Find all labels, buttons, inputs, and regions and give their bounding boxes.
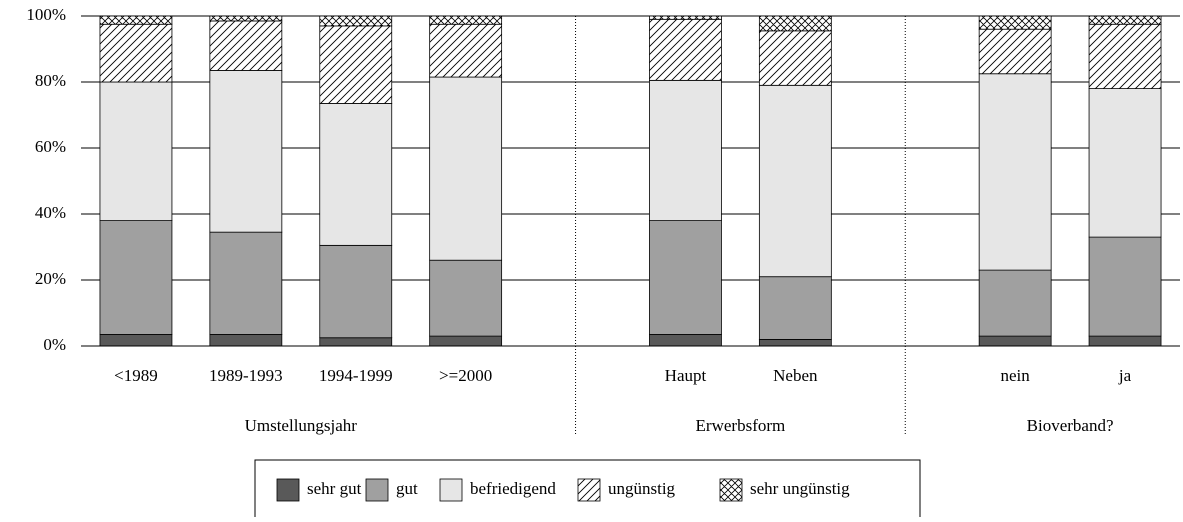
legend-label: ungünstig xyxy=(608,479,676,498)
x-tick-label: 1994-1999 xyxy=(319,366,393,385)
bar-segment xyxy=(1088,88,1162,238)
bar-segment xyxy=(978,15,1052,30)
group-label: Umstellungsjahr xyxy=(245,416,358,435)
bar-segment xyxy=(319,15,393,27)
y-tick-label: 40% xyxy=(35,203,66,222)
bar-segment xyxy=(1088,23,1162,89)
bar-segment xyxy=(99,15,173,25)
legend-swatch xyxy=(276,478,300,502)
bar-segment xyxy=(978,28,1052,75)
legend-swatch xyxy=(719,478,743,502)
bar-segment xyxy=(758,15,832,32)
bar-segment xyxy=(209,334,283,347)
bar-segment xyxy=(99,23,173,83)
bar-segment xyxy=(758,276,832,340)
x-tick-label: <1989 xyxy=(114,366,158,385)
bar-segment xyxy=(649,220,722,335)
bar-segment xyxy=(319,337,393,347)
bar-segment xyxy=(978,269,1052,337)
bar-segment xyxy=(319,244,393,339)
legend-swatch xyxy=(577,478,601,502)
bar-segment xyxy=(319,25,393,104)
group-label: Erwerbsform xyxy=(696,416,786,435)
bar-segment xyxy=(209,15,283,22)
bar-segment xyxy=(319,103,393,246)
y-tick-label: 80% xyxy=(35,71,66,90)
legend-label: sehr gut xyxy=(307,479,362,498)
legend-label: befriedigend xyxy=(470,479,556,498)
bar-segment xyxy=(1088,236,1162,337)
bar-segment xyxy=(649,15,722,20)
y-tick-label: 100% xyxy=(26,5,66,24)
bar-segment xyxy=(758,30,832,86)
bar-segment xyxy=(649,334,722,347)
bar-segment xyxy=(429,76,503,261)
legend-swatch xyxy=(365,478,389,502)
bar-segment xyxy=(429,15,503,25)
x-tick-label: Haupt xyxy=(665,366,707,385)
bar-segment xyxy=(978,73,1052,271)
bar-segment xyxy=(99,81,173,222)
bar-segment xyxy=(99,220,173,335)
bar-segment xyxy=(1088,15,1162,25)
bar-segment xyxy=(99,334,173,347)
bar-segment xyxy=(649,79,722,221)
bar-segment xyxy=(649,18,722,81)
x-tick-label: >=2000 xyxy=(439,366,492,385)
bar-segment xyxy=(758,338,832,347)
bar-segment xyxy=(429,23,503,78)
x-tick-label: nein xyxy=(1001,366,1031,385)
bar-segment xyxy=(758,84,832,278)
legend-label: gut xyxy=(396,479,418,498)
legend-label: sehr ungünstig xyxy=(750,479,850,498)
y-tick-label: 60% xyxy=(35,137,66,156)
bar-segment xyxy=(209,70,283,233)
legend-swatch xyxy=(439,478,463,502)
x-tick-label: 1989-1993 xyxy=(209,366,283,385)
bar-segment xyxy=(209,231,283,335)
bar-segment xyxy=(429,259,503,337)
group-label: Bioverband? xyxy=(1027,416,1114,435)
bar-segment xyxy=(1088,335,1162,347)
bar-segment xyxy=(429,335,503,347)
y-tick-label: 20% xyxy=(35,269,66,288)
bar-segment xyxy=(978,335,1052,347)
x-tick-label: ja xyxy=(1118,366,1132,385)
bar-segment xyxy=(209,20,283,71)
y-tick-label: 0% xyxy=(43,335,66,354)
x-tick-label: Neben xyxy=(773,366,818,385)
